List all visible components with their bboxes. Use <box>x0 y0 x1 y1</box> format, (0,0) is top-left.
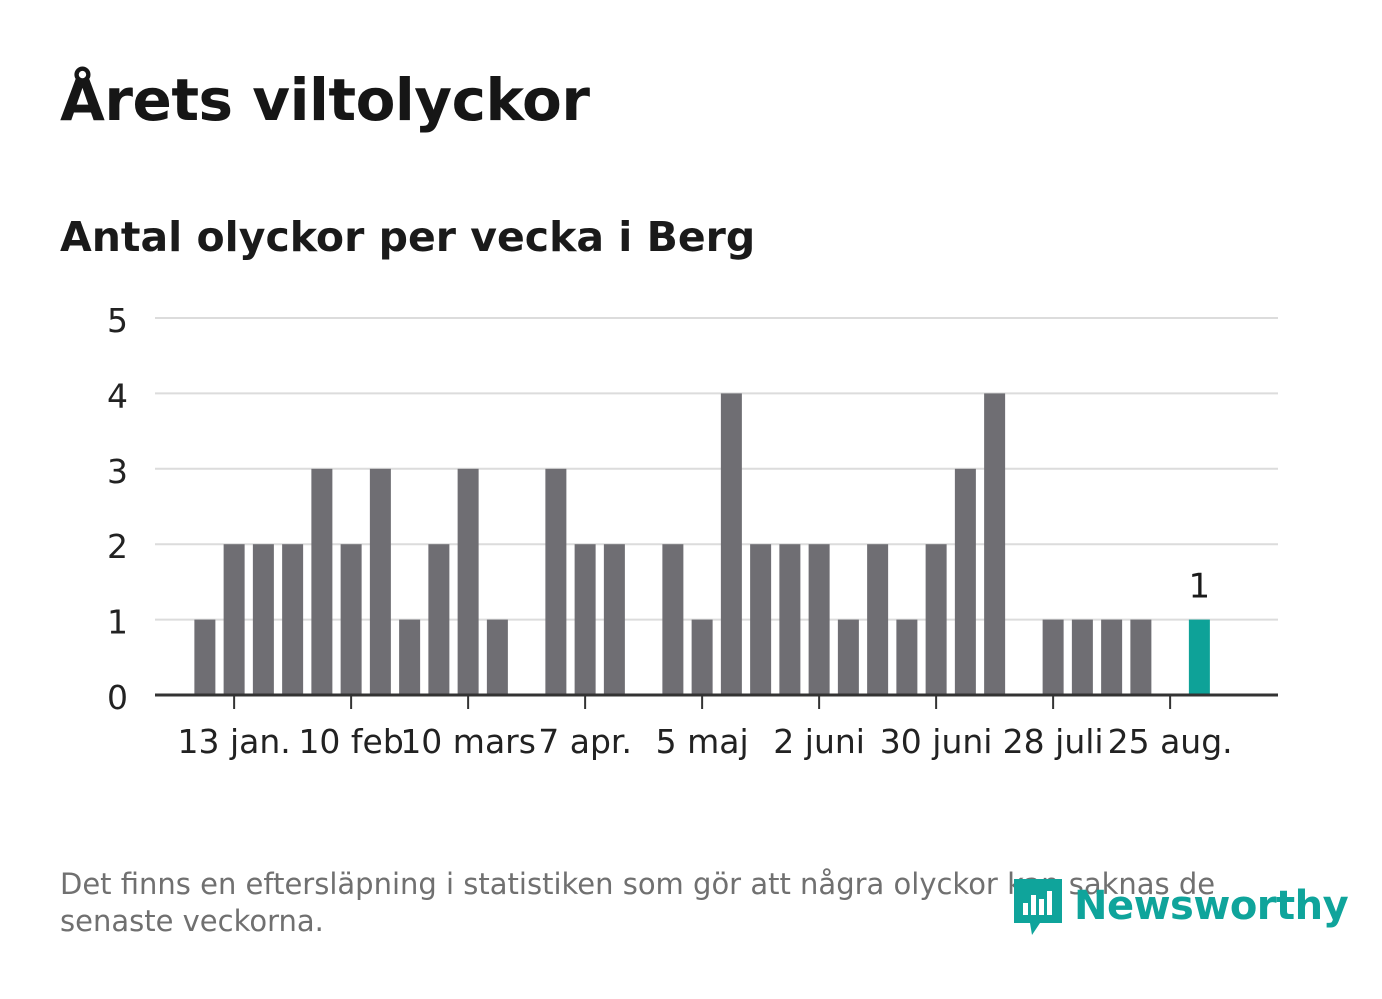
x-tick-label: 25 aug. <box>1108 722 1233 761</box>
bar <box>311 468 333 695</box>
x-tick-label: 10 feb <box>298 722 403 761</box>
x-tick-label: 10 mars <box>400 722 536 761</box>
bar <box>194 619 216 695</box>
chart-subtitle: Antal olyckor per vecka i Berg <box>60 213 756 261</box>
bar <box>1101 619 1123 695</box>
bar <box>662 544 684 695</box>
bar <box>691 619 713 695</box>
x-tick-label: 28 juli <box>1003 722 1104 761</box>
newsworthy-logo: Newsworthy <box>1010 873 1349 939</box>
bar <box>750 544 772 695</box>
chart-title: Årets viltolyckor <box>60 66 590 134</box>
x-tick-label: 30 juni <box>880 722 993 761</box>
bar <box>369 468 391 695</box>
bar <box>574 544 596 695</box>
bar <box>1042 619 1064 695</box>
y-axis-ticks: 0 1 2 3 4 5 <box>107 301 128 717</box>
bar <box>340 544 362 695</box>
newsworthy-logo-text: Newsworthy <box>1074 883 1349 929</box>
bar <box>399 619 421 695</box>
bar-highlighted <box>1188 619 1210 695</box>
bar <box>779 544 801 695</box>
newsworthy-logo-icon <box>1014 879 1062 935</box>
y-tick-label: 1 <box>107 603 128 642</box>
bar <box>867 544 889 695</box>
bar <box>720 393 742 695</box>
bar <box>545 468 567 695</box>
bar <box>954 468 976 695</box>
bar <box>808 544 830 695</box>
bar <box>984 393 1006 695</box>
bar <box>486 619 508 695</box>
bar <box>252 544 274 695</box>
bar <box>457 468 479 695</box>
bar <box>1071 619 1093 695</box>
x-tick-label: 7 apr. <box>538 722 632 761</box>
x-tick-label: 13 jan. <box>177 722 290 761</box>
bar <box>223 544 245 695</box>
bar <box>837 619 859 695</box>
bar <box>896 619 918 695</box>
bar <box>925 544 947 695</box>
y-tick-label: 2 <box>107 527 128 566</box>
data-labels: 1 <box>1189 567 1211 607</box>
bar <box>603 544 625 695</box>
bar <box>428 544 450 695</box>
x-tick-label: 2 juni <box>773 722 865 761</box>
y-tick-label: 4 <box>107 376 128 415</box>
x-tick-label: 5 maj <box>656 722 749 761</box>
y-tick-label: 0 <box>107 678 128 717</box>
y-tick-label: 3 <box>107 452 128 491</box>
bars <box>194 393 1210 695</box>
data-label-highlighted: 1 <box>1189 567 1211 607</box>
bar <box>1130 619 1152 695</box>
y-tick-label: 5 <box>107 301 128 340</box>
bar <box>282 544 304 695</box>
